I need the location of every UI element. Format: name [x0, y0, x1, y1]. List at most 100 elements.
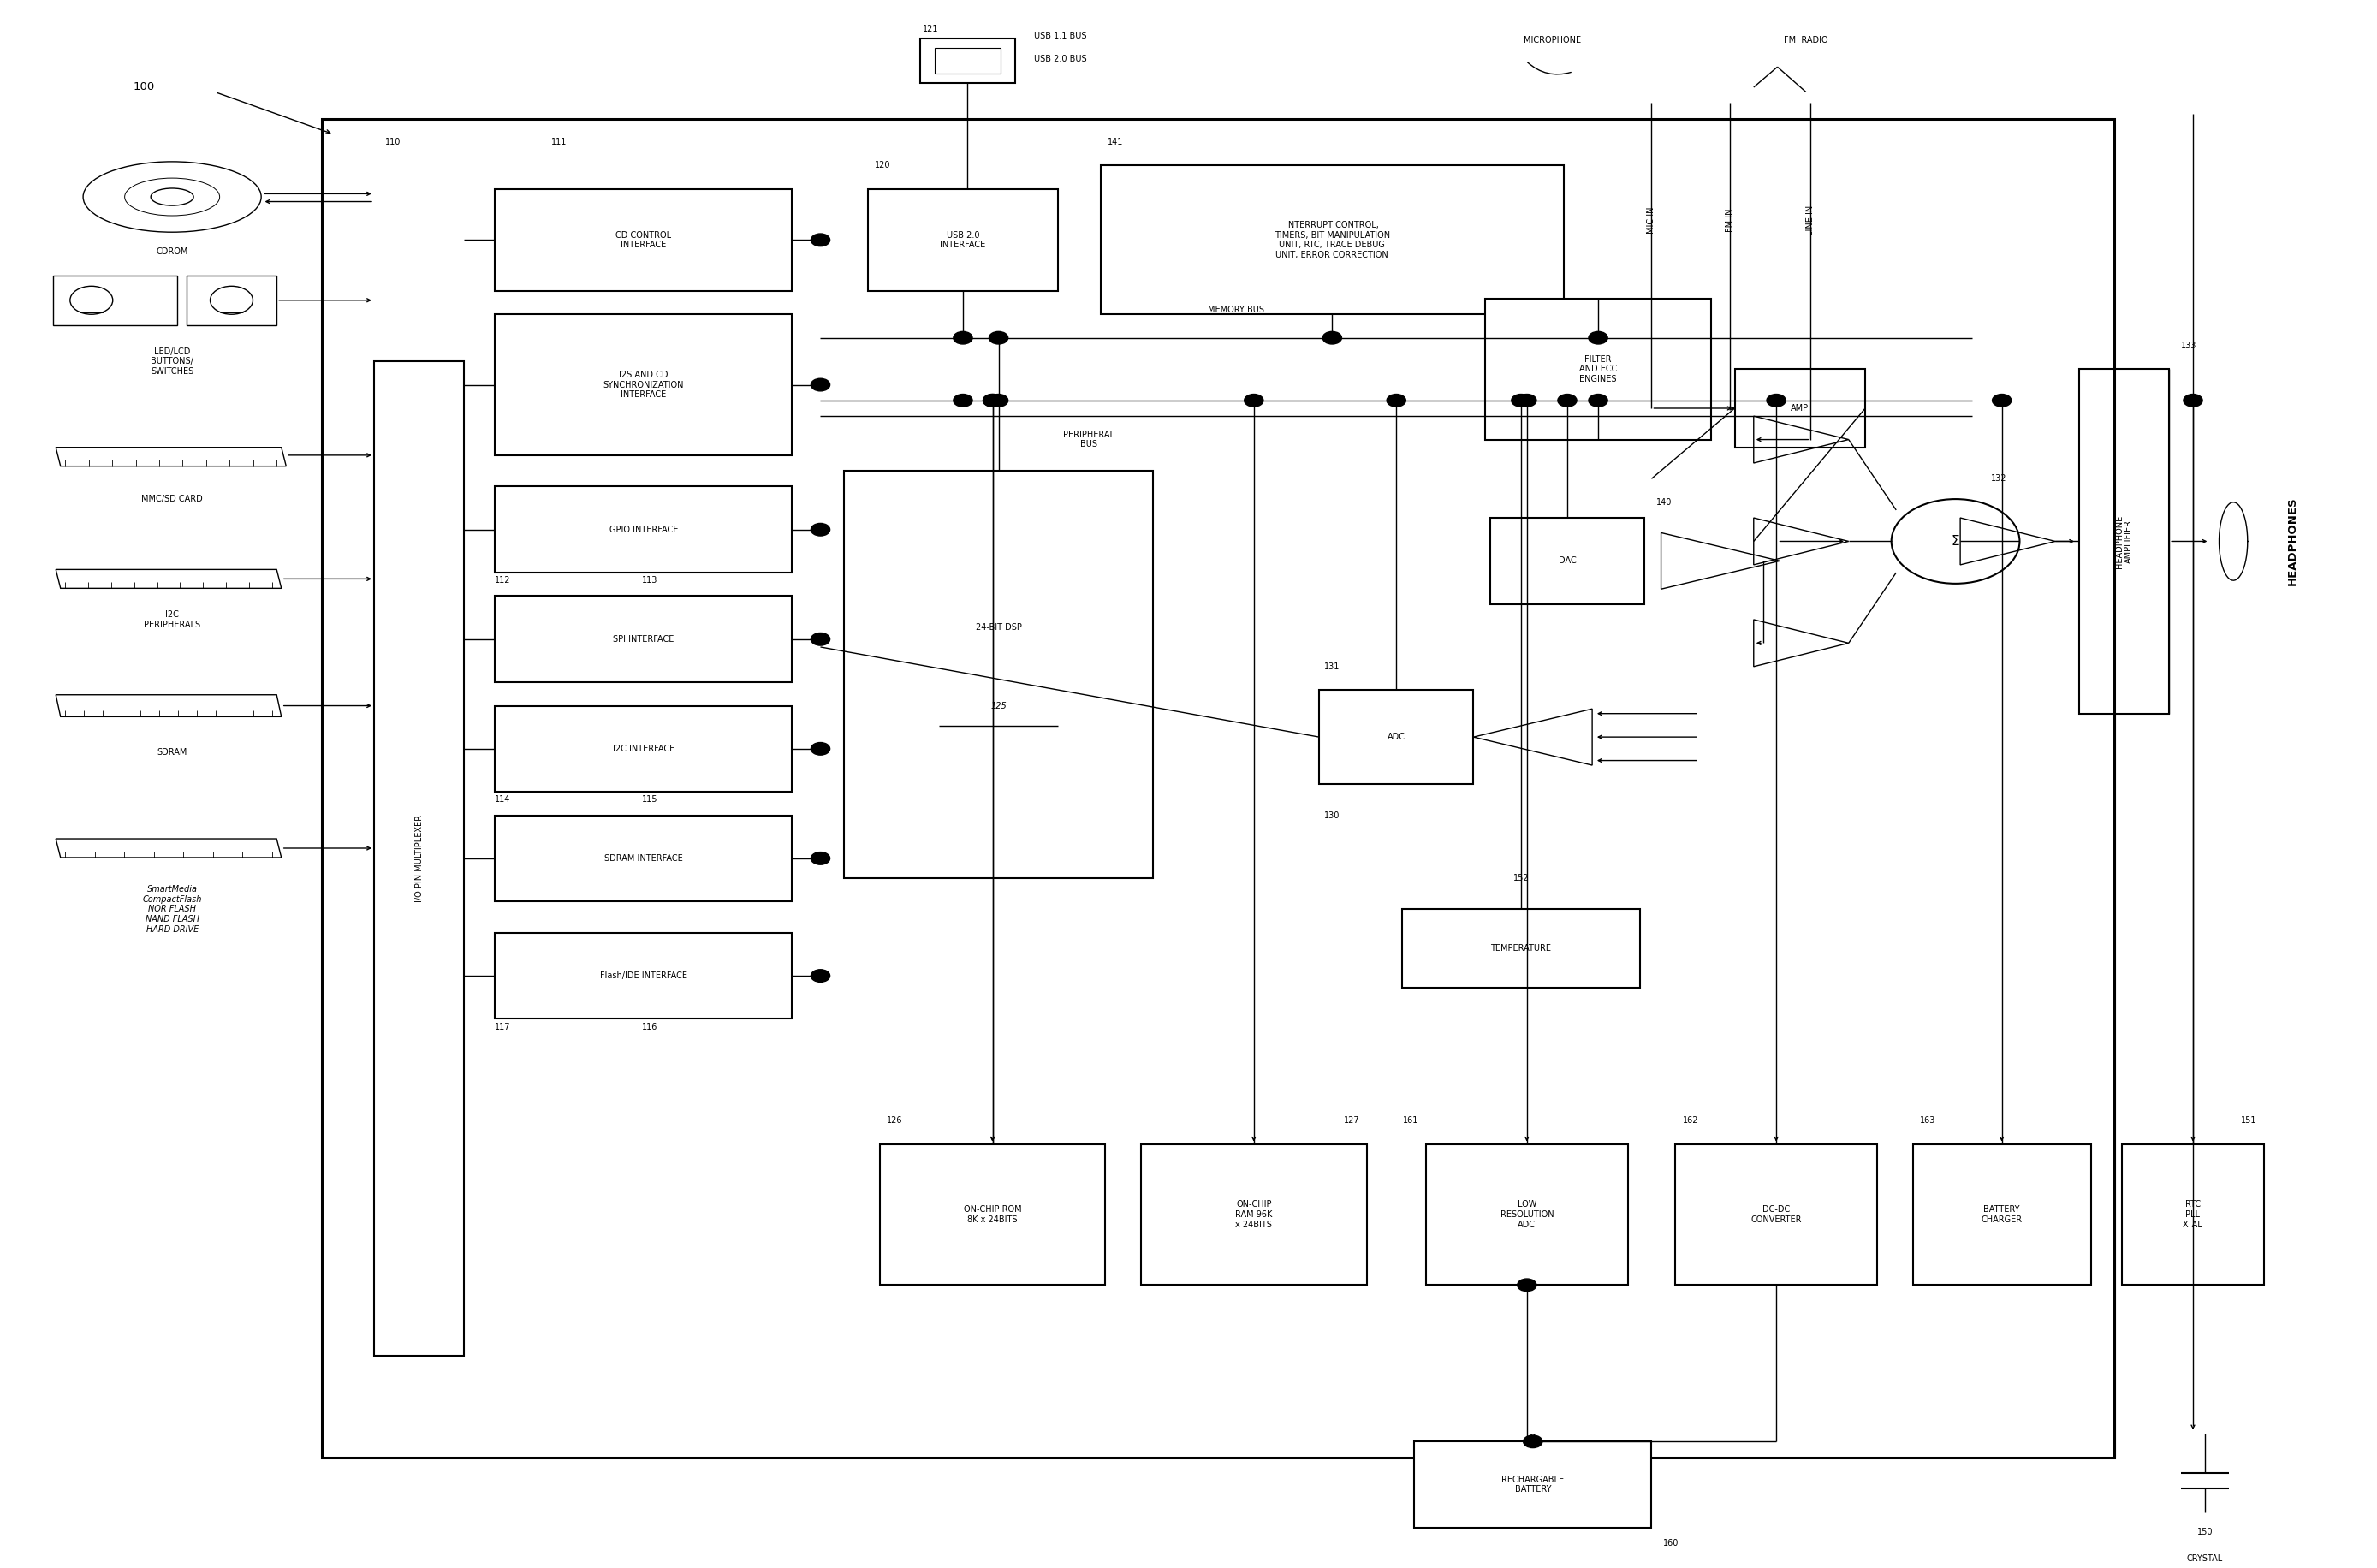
Text: 113: 113: [642, 575, 658, 585]
Text: FM IN: FM IN: [1726, 209, 1735, 232]
Circle shape: [811, 743, 830, 756]
Text: SPI INTERFACE: SPI INTERFACE: [613, 635, 675, 643]
Text: RECHARGABLE
BATTERY: RECHARGABLE BATTERY: [1502, 1475, 1564, 1494]
Text: 117: 117: [494, 1022, 511, 1030]
Circle shape: [1517, 394, 1536, 406]
Text: MIC IN: MIC IN: [1647, 207, 1657, 234]
Circle shape: [1524, 1435, 1543, 1447]
Bar: [494, 190, 792, 290]
Circle shape: [1517, 1279, 1536, 1292]
Text: FILTER
AND ECC
ENGINES: FILTER AND ECC ENGINES: [1578, 354, 1616, 383]
Text: CRYSTAL: CRYSTAL: [2187, 1555, 2222, 1563]
Text: PERIPHERAL
BUS: PERIPHERAL BUS: [1063, 430, 1115, 448]
Circle shape: [811, 633, 830, 646]
Text: SmartMedia
CompactFlash
NOR FLASH
NAND FLASH
HARD DRIVE: SmartMedia CompactFlash NOR FLASH NAND F…: [143, 884, 202, 933]
Text: TEMPERATURE: TEMPERATURE: [1490, 944, 1552, 953]
Bar: [2123, 1145, 2265, 1286]
Bar: [1319, 690, 1474, 784]
Text: 131: 131: [1324, 662, 1341, 671]
Bar: [1402, 909, 1640, 988]
Bar: [920, 39, 1015, 83]
Text: 120: 120: [875, 162, 891, 169]
Circle shape: [2184, 394, 2203, 406]
Text: LED/LCD
BUTTONS/
SWITCHES: LED/LCD BUTTONS/ SWITCHES: [150, 347, 193, 375]
Text: SDRAM: SDRAM: [157, 748, 188, 757]
Text: 126: 126: [887, 1116, 903, 1124]
Circle shape: [1992, 394, 2011, 406]
Text: 125: 125: [991, 701, 1005, 710]
Text: 100: 100: [133, 82, 155, 93]
Text: MMC/SD CARD: MMC/SD CARD: [143, 495, 202, 503]
Circle shape: [989, 331, 1008, 343]
Bar: [934, 49, 1001, 74]
Text: Σ: Σ: [1952, 535, 1959, 547]
Circle shape: [1386, 394, 1405, 406]
Text: DC-DC
CONVERTER: DC-DC CONVERTER: [1752, 1206, 1802, 1223]
Text: USB 1.1 BUS: USB 1.1 BUS: [1034, 31, 1086, 39]
Bar: [1490, 517, 1645, 604]
Bar: [494, 486, 792, 572]
Circle shape: [1588, 331, 1607, 343]
Text: CD CONTROL
INTERFACE: CD CONTROL INTERFACE: [616, 230, 670, 249]
Bar: [373, 361, 464, 1355]
Text: 163: 163: [1921, 1116, 1935, 1124]
Text: MEMORY BUS: MEMORY BUS: [1208, 306, 1265, 314]
Text: 160: 160: [1664, 1540, 1678, 1548]
Text: DAC: DAC: [1559, 557, 1576, 564]
Text: I2S AND CD
SYNCHRONIZATION
INTERFACE: I2S AND CD SYNCHRONIZATION INTERFACE: [604, 370, 685, 398]
Text: HEADPHONES: HEADPHONES: [2287, 497, 2299, 586]
Text: ADC: ADC: [1388, 732, 1405, 742]
Text: GPIO INTERFACE: GPIO INTERFACE: [609, 525, 677, 533]
Circle shape: [811, 378, 830, 390]
Bar: [2080, 368, 2170, 713]
Bar: [494, 314, 792, 455]
Circle shape: [811, 234, 830, 246]
Text: 150: 150: [2196, 1529, 2213, 1537]
Circle shape: [984, 394, 1003, 406]
Bar: [1735, 368, 1866, 447]
Text: 151: 151: [2242, 1116, 2258, 1124]
Text: USB 2.0
INTERFACE: USB 2.0 INTERFACE: [941, 230, 986, 249]
Text: I2C INTERFACE: I2C INTERFACE: [613, 745, 675, 753]
Text: 116: 116: [642, 1022, 658, 1030]
Text: 24-BIT DSP: 24-BIT DSP: [975, 622, 1022, 632]
Text: FM  RADIO: FM RADIO: [1783, 36, 1828, 44]
Text: I/O PIN MULTIPLEXER: I/O PIN MULTIPLEXER: [416, 815, 423, 902]
Text: 141: 141: [1108, 138, 1124, 146]
Circle shape: [953, 331, 972, 343]
Bar: [321, 119, 2116, 1457]
Text: USB 2.0 BUS: USB 2.0 BUS: [1034, 55, 1086, 63]
Text: 140: 140: [1657, 499, 1671, 506]
Text: Flash/IDE INTERFACE: Flash/IDE INTERFACE: [599, 972, 687, 980]
Circle shape: [1243, 394, 1262, 406]
Bar: [879, 1145, 1105, 1286]
Bar: [494, 815, 792, 902]
Bar: [844, 470, 1153, 878]
Circle shape: [811, 969, 830, 982]
Text: 114: 114: [494, 795, 511, 804]
Circle shape: [1588, 394, 1607, 406]
Text: 133: 133: [2182, 342, 2196, 350]
Text: LOW
RESOLUTION
ADC: LOW RESOLUTION ADC: [1500, 1201, 1555, 1229]
Circle shape: [1766, 394, 1785, 406]
Bar: [1913, 1145, 2092, 1286]
Text: 115: 115: [642, 795, 658, 804]
Text: CDROM: CDROM: [157, 248, 188, 256]
Bar: [185, 274, 276, 325]
Text: 127: 127: [1343, 1116, 1360, 1124]
Text: 161: 161: [1402, 1116, 1419, 1124]
Text: AMP: AMP: [1790, 405, 1809, 412]
Circle shape: [989, 394, 1008, 406]
Text: MICROPHONE: MICROPHONE: [1524, 36, 1581, 44]
Bar: [1141, 1145, 1367, 1286]
Text: LINE IN: LINE IN: [1807, 205, 1816, 235]
Bar: [1414, 1441, 1652, 1527]
Circle shape: [811, 851, 830, 864]
Text: BATTERY
CHARGER: BATTERY CHARGER: [1980, 1206, 2023, 1223]
Text: 110: 110: [385, 138, 402, 146]
Text: 111: 111: [551, 138, 568, 146]
Bar: [494, 706, 792, 792]
Text: 130: 130: [1324, 811, 1341, 820]
Text: I2C
PERIPHERALS: I2C PERIPHERALS: [145, 610, 200, 629]
Circle shape: [1322, 331, 1341, 343]
